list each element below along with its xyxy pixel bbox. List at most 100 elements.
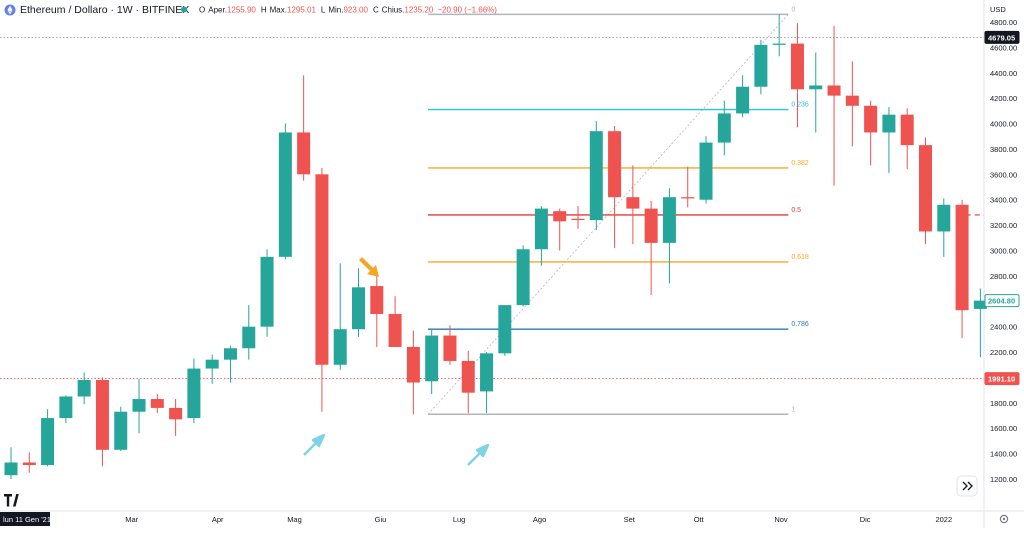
candle-body [370,286,384,314]
currency-label[interactable]: USD [990,5,1006,14]
price-tick-label: 3000.00 [990,247,1017,256]
price-tag-value: 2604.80 [988,297,1015,306]
settings-gear-icon[interactable] [999,514,1009,524]
price-tag-bg [984,372,1020,386]
price-tag: 1991.10 [984,372,1020,386]
price-tick-label: 2400.00 [990,323,1017,332]
candle-body [22,462,36,466]
open-value: 1255.90 [227,6,256,15]
time-tick-label: Giu [375,515,387,524]
high-label: H [261,6,267,15]
candle-down [169,399,183,436]
candle-up [498,305,512,356]
fib-level-label: 1 [791,406,795,413]
candle-down [22,452,36,473]
candle-body [919,145,932,232]
candle-body [626,197,640,209]
open-prefix: Aper. [208,6,227,15]
double-chevron-right-icon [962,481,973,491]
candle-body [662,197,676,243]
candle-down [571,206,585,229]
price-tick-label: 1800.00 [990,399,1017,408]
price-tag-value: 4679.05 [988,33,1015,42]
price-tick-label: 4400.00 [990,69,1017,78]
time-tick-label: Mar [125,515,138,524]
arrows[interactable] [303,257,490,466]
candle-down [644,200,658,295]
time-tick-label: Mag [287,515,302,524]
candle-up [480,352,494,413]
candle-up [754,39,768,95]
price-tick-label: 4600.00 [990,43,1017,52]
time-tick-label: Nov [774,515,788,524]
candle-body [772,43,786,45]
candle-body [736,86,750,114]
candle-up [736,75,750,118]
candle-down [827,25,841,186]
candle-up [114,406,128,452]
candle-body [644,208,658,243]
candle-down [845,61,859,147]
arrow-down-right-icon[interactable] [359,257,379,277]
time-tick-label: lun 11 Gen '21 [3,515,51,524]
candle-up [242,305,256,360]
candle-up [41,409,55,467]
price-tag-bg [984,30,1020,44]
open-label: O [199,6,205,15]
price-tags: 4679.05 2604.80 1991.10 [984,30,1020,386]
candle-down [900,108,914,170]
candle-body [754,44,768,87]
candle-up [699,136,713,204]
candle-body [827,85,841,96]
candle-body [955,204,969,311]
candle-down [790,23,804,128]
ethereum-logo-icon [4,4,16,16]
candle-down [553,208,567,251]
candle-body [589,131,603,221]
candle-up [662,188,676,284]
candle-body [41,418,55,466]
arrow-up-right-icon[interactable] [303,433,326,456]
candle-body [516,249,530,306]
candle-body [790,43,804,90]
price-axis-panel[interactable] [984,0,1024,528]
candle-down [608,126,622,248]
fib-retracement[interactable]: 0 0.236 0.382 0.5 0.618 0.786 1 [427,6,984,415]
arrow-up-right-icon[interactable] [467,443,490,466]
candle-body [169,407,183,420]
candle-up [717,100,731,156]
candle-up [77,372,91,405]
candle-up [589,121,603,231]
time-tick-label: Lug [453,515,466,524]
high-prefix: Max. [270,6,287,15]
candle-up [516,245,530,307]
price-tick-label: 3200.00 [990,221,1017,230]
candle-body [77,379,91,397]
high-value: 1295.01 [287,6,316,15]
price-tick-label: 4200.00 [990,94,1017,103]
candle-body [388,313,402,347]
candle-body [59,396,73,419]
candle-down [150,393,164,413]
fib-level-label: 0.382 [791,160,809,167]
candle-body [864,105,878,133]
price-tick-label: 1200.00 [990,475,1017,484]
candle-body [717,113,731,143]
candle-down [370,272,384,347]
price-tick-label: 2200.00 [990,348,1017,357]
fib-level-label: 0.618 [791,254,809,261]
fib-level-label: 0.786 [791,321,809,328]
candle-up [973,288,987,358]
scroll-right-button[interactable] [956,475,978,497]
candle-body [315,174,329,365]
price-tag-value: 1991.10 [988,375,1015,384]
candle-up [333,263,347,370]
symbol-title[interactable]: Ethereum / Dollaro · 1W · BITFINEX [20,4,189,16]
price-tag: 4679.05 [984,30,1020,44]
candle-up [205,354,219,384]
candle-down [461,350,475,413]
candle-down [955,199,969,339]
time-axis: lun 11 Gen '21 Mar Apr Mag Giu Lug Ago Set Ott No… [0,512,952,526]
candle-up [4,447,18,479]
time-tick-label: Ago [533,515,546,524]
